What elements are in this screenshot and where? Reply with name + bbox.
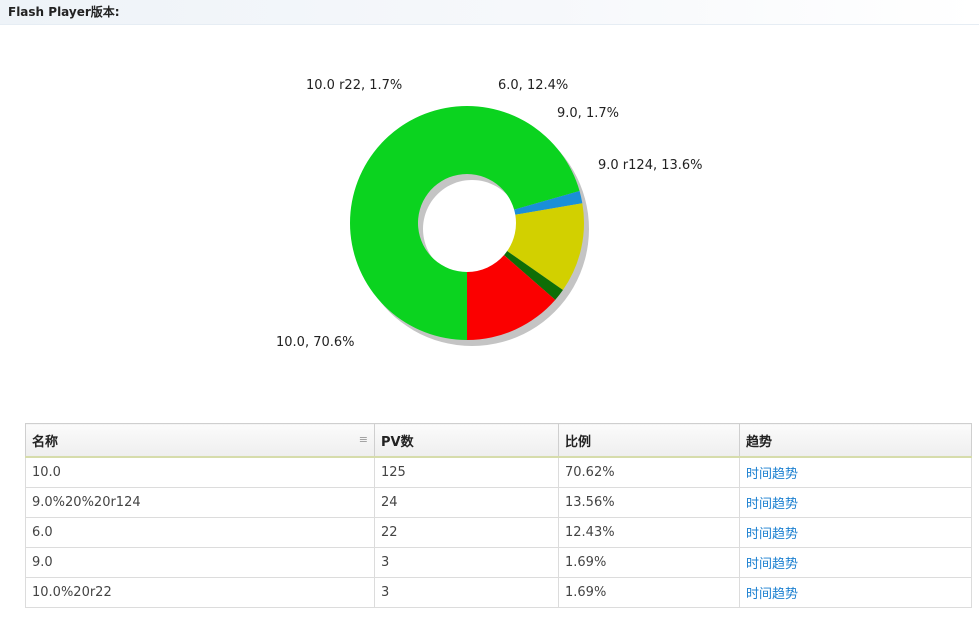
column-header-name[interactable]: 名称 ≡ [25,423,375,458]
column-header-ratio[interactable]: 比例 [558,423,740,458]
trend-link[interactable]: 时间趋势 [746,467,799,482]
column-header-trend[interactable]: 趋势 [739,423,972,458]
cell-pv: 3 [374,577,559,608]
slice-label-10-0-r22: 10.0 r22, 1.7% [306,78,402,93]
column-header-label: PV数 [381,434,414,450]
cell-trend: 时间趋势 [739,547,972,578]
cell-name: 6.0 [25,517,375,548]
table-row: 9.0 3 1.69% 时间趋势 [25,547,972,578]
column-menu-icon[interactable]: ≡ [358,433,368,446]
cell-trend: 时间趋势 [739,577,972,608]
table-row: 10.0%20r22 3 1.69% 时间趋势 [25,577,972,608]
pie-slice-10-0[interactable] [350,106,580,340]
cell-ratio: 70.62% [558,456,740,488]
cell-name: 10.0 [25,456,375,488]
cell-ratio: 12.43% [558,517,740,548]
donut-chart-svg: 10.0, 70.6% 10.0 r22, 1.7% 6.0, 12.4% 9.0, … [276,78,703,350]
trend-link[interactable]: 时间趋势 [746,527,799,542]
pie-slice-6-0[interactable] [507,203,584,290]
section-title: Flash Player版本: [8,5,120,19]
cell-trend: 时间趋势 [739,517,972,548]
column-header-label: 趋势 [746,434,773,450]
cell-pv: 3 [374,547,559,578]
column-header-pv[interactable]: PV数 [374,423,559,458]
cell-trend: 时间趋势 [739,487,972,518]
slice-label-9-0-r124: 9.0 r124, 13.6% [598,158,703,173]
trend-link[interactable]: 时间趋势 [746,587,799,602]
section-header: Flash Player版本: [0,0,979,25]
table-row: 6.0 22 12.43% 时间趋势 [25,517,972,548]
cell-name: 10.0%20r22 [25,577,375,608]
column-header-label: 比例 [565,434,592,450]
cell-pv: 125 [374,456,559,488]
data-table: 名称 ≡ PV数 比例 趋势 10.0 125 70.62% 时间趋势 [25,423,972,608]
trend-link[interactable]: 时间趋势 [746,557,799,572]
cell-ratio: 13.56% [558,487,740,518]
cell-pv: 24 [374,487,559,518]
pie-slice-9-0-r124[interactable] [467,255,556,340]
slice-label-9-0: 9.0, 1.7% [557,106,619,121]
cell-name: 9.0 [25,547,375,578]
table-header-row: 名称 ≡ PV数 比例 趋势 [25,423,972,458]
cell-pv: 22 [374,517,559,548]
cell-ratio: 1.69% [558,577,740,608]
cell-trend: 时间趋势 [739,456,972,488]
trend-link[interactable]: 时间趋势 [746,497,799,512]
table-row: 10.0 125 70.62% 时间趋势 [25,456,972,488]
pie-slice-10-0-r22[interactable] [514,191,583,215]
pie-slice-9-0[interactable] [503,251,563,300]
slice-label-6-0: 6.0, 12.4% [498,78,568,93]
slice-label-10-0: 10.0, 70.6% [276,335,355,350]
column-header-label: 名称 [32,434,59,450]
donut-chart: 10.0, 70.6% 10.0 r22, 1.7% 6.0, 12.4% 9.0, … [0,24,979,404]
cell-ratio: 1.69% [558,547,740,578]
table-row: 9.0%20%20r124 24 13.56% 时间趋势 [25,487,972,518]
cell-name: 9.0%20%20r124 [25,487,375,518]
